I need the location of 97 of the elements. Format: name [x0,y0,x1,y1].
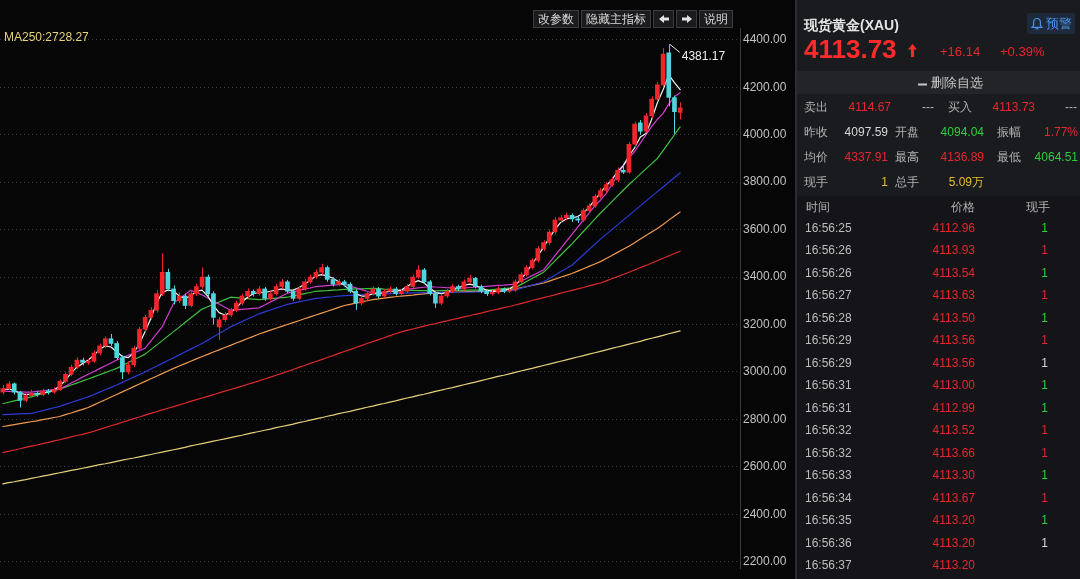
y-tick-label: 3400.00 [743,269,787,284]
text: 4113.20 [932,535,975,551]
text: 买入 [948,99,972,115]
y-tick-label: 2200.00 [743,554,787,568]
text: 最高 [895,149,919,165]
y-tick-label: 4000.00 [743,127,787,142]
button: 改参数 [533,10,579,28]
text: 1 [1041,445,1048,461]
text: 16:56:36 [805,535,852,551]
text: 16:56:33 [805,467,852,483]
text: 1 [1041,265,1048,281]
y-tick-label: 2800.00 [743,411,787,426]
text: 4113.54 [932,265,975,281]
text: 1 [1041,242,1048,258]
text: 4113.67 [932,490,975,506]
text: +16.14 [940,44,981,60]
text: 4113.30 [932,467,975,483]
text: 最低 [997,149,1021,165]
y-tick-label: 2600.00 [743,459,787,474]
text: 1 [1041,355,1048,371]
text: 4113.20 [932,512,975,528]
button: 隐藏主指标 [581,10,651,28]
text: 振幅 [997,124,1021,140]
text: 16:56:27 [805,287,852,303]
annotation: 4381.17 [681,48,726,63]
text: 1 [1041,467,1048,483]
text: 4094.04 [940,124,984,140]
text: 现手 [1026,199,1050,215]
text: 1 [1041,332,1048,348]
text: 4112.99 [932,400,975,416]
text: 总手 [895,174,919,190]
text: 4114.67 [848,99,891,115]
text: 16:56:28 [805,310,852,326]
text: 4097.59 [844,124,888,140]
text: 昨收 [804,124,828,140]
text: 开盘 [895,124,919,140]
text: 4113.50 [932,310,975,326]
text: 均价 [804,149,828,165]
text: 16:56:26 [805,265,852,281]
text: 1 [1041,422,1048,438]
text: 4112.96 [932,220,975,236]
button: 说明 [699,10,733,28]
text: 16:56:34 [805,490,852,506]
text: 现货黄金(XAU) [804,17,899,33]
text: 1 [1041,377,1048,393]
text: 1 [1041,535,1048,551]
text: 1 [1041,490,1048,506]
text: 16:56:29 [805,355,852,371]
text: 4113.73 [804,34,897,64]
y-tick-label: 3000.00 [743,364,787,379]
y-tick-label: 4200.00 [743,79,787,94]
text: 16:56:25 [805,220,852,236]
text: 4113.93 [932,242,975,258]
text: MA250:2728.27 [4,30,89,45]
text: 4113.56 [932,332,975,348]
text: 1.77% [1043,124,1078,140]
text: 4113.56 [932,355,975,371]
y-tick-label: 3200.00 [743,316,787,331]
text: 1 [881,174,888,190]
text: 价格 [951,199,975,215]
button: 删除自选 [797,71,1080,94]
text: 16:56:35 [805,512,852,528]
text: 现手 [804,174,828,190]
text: 1 [1041,287,1048,303]
text: --- [922,99,934,115]
text: 5.09万 [948,174,984,190]
text: 4113.00 [932,377,975,393]
text: 16:56:29 [805,332,852,348]
text: 16:56:37 [805,557,852,573]
candlestick [655,81,660,103]
text: 1 [1041,310,1048,326]
text: 1 [1041,400,1048,416]
text: 1 [1041,512,1048,528]
text: 4113.52 [932,422,975,438]
text: 4136.89 [940,149,984,165]
text: 16:56:31 [805,400,852,416]
text: --- [1065,99,1077,115]
text: 卖出 [804,99,828,115]
y-tick-label: 2400.00 [743,506,787,521]
text: +0.39% [1000,44,1045,60]
text: 4113.66 [932,445,975,461]
text: 16:56:32 [805,422,852,438]
y-tick-label: 4400.00 [743,32,787,47]
text: 4113.73 [992,99,1035,115]
text: 1 [1041,220,1048,236]
candlestick [171,284,176,305]
y-tick-label: 3600.00 [743,221,787,236]
text: 16:56:31 [805,377,852,393]
text: 16:56:32 [805,445,852,461]
text: 4113.63 [932,287,975,303]
text: 16:56:26 [805,242,852,258]
text: 4337.91 [844,149,888,165]
y-tick-label: 3800.00 [743,174,787,189]
button: 预警 [1027,13,1075,34]
text: 4113.20 [932,557,975,573]
text: 4064.51 [1034,149,1078,165]
text: 时间 [806,199,830,215]
